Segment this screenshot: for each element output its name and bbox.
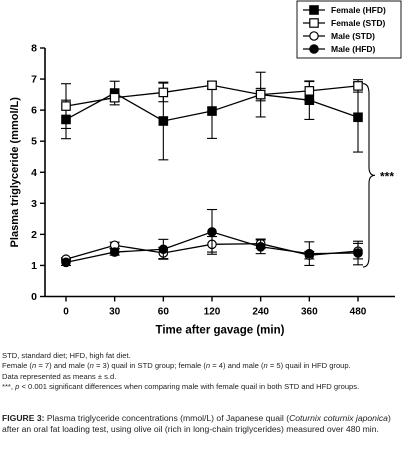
y-axis-title: Plasma triglyceride (mmol/L) bbox=[9, 97, 21, 248]
data-point-female-std bbox=[207, 80, 217, 91]
data-point-female-std bbox=[255, 89, 266, 100]
data-point-female-std bbox=[353, 81, 363, 91]
y-tick-label: 7 bbox=[31, 74, 37, 86]
x-tick-label: 0 bbox=[63, 307, 69, 318]
significance-brace bbox=[362, 83, 376, 268]
y-tick-label: 6 bbox=[31, 105, 37, 117]
significance-label: *** bbox=[380, 169, 394, 183]
legend-marker bbox=[309, 31, 319, 41]
legend-label: Female (STD) bbox=[331, 18, 385, 28]
data-point-male-hfd bbox=[353, 248, 363, 258]
legend-label: Male (STD) bbox=[331, 31, 375, 41]
x-tick-label: 60 bbox=[158, 307, 170, 318]
y-tick-label: 5 bbox=[31, 136, 37, 148]
figure-notes: STD, standard diet; HFD, high fat diet. … bbox=[2, 351, 400, 392]
legend-label: Female (HFD) bbox=[331, 5, 386, 15]
data-point-female-std bbox=[304, 86, 315, 96]
legend-marker bbox=[309, 5, 319, 15]
x-tick-label: 120 bbox=[204, 307, 221, 318]
data-point-male-hfd bbox=[61, 257, 71, 268]
x-axis-title: Time after gavage (min) bbox=[156, 325, 285, 337]
legend-marker bbox=[309, 18, 319, 28]
data-point-male-hfd bbox=[109, 247, 120, 257]
x-tick-label: 240 bbox=[252, 307, 269, 318]
note-significance: ***, p < 0.001 significant differences w… bbox=[2, 381, 360, 391]
note-mean-sd: Data represented as means ± s.d. bbox=[2, 371, 117, 381]
data-point-male-hfd bbox=[255, 242, 266, 252]
data-point-female-std bbox=[158, 87, 169, 98]
y-tick-label: 4 bbox=[31, 167, 37, 179]
note-sample-sizes: Female (n = 7) and male (n = 3) quail in… bbox=[2, 361, 351, 371]
note-abbreviations: STD, standard diet; HFD, high fat diet. bbox=[2, 351, 131, 360]
data-point-male-hfd bbox=[304, 248, 315, 259]
legend-label: Male (HFD) bbox=[331, 44, 376, 54]
data-point-female-hfd bbox=[207, 106, 217, 116]
data-point-female-hfd bbox=[353, 112, 363, 123]
line-chart: 0 1 2 3 4 5 6 7 8 0 30 60 120 240 360 480 Time after gav… bbox=[9, 0, 402, 337]
x-tick-label: 360 bbox=[301, 307, 318, 318]
data-point-female-hfd bbox=[158, 116, 169, 126]
caption-label: FIGURE 3: bbox=[2, 413, 45, 423]
y-tick-label: 3 bbox=[31, 198, 37, 210]
data-point-female-std bbox=[109, 92, 120, 103]
y-tick-label: 1 bbox=[31, 260, 37, 272]
x-tick-label: 30 bbox=[109, 307, 121, 318]
y-tick-label: 2 bbox=[31, 229, 37, 241]
x-tick-label: 480 bbox=[350, 307, 367, 318]
data-point-female-std bbox=[61, 101, 71, 111]
y-tick-label: 8 bbox=[31, 43, 37, 55]
data-point-male-hfd bbox=[207, 227, 217, 237]
figure-caption: FIGURE 3: Plasma triglyceride concentrat… bbox=[2, 413, 391, 435]
data-point-male-hfd bbox=[158, 244, 169, 255]
legend-marker bbox=[309, 44, 319, 54]
y-tick-label: 0 bbox=[31, 291, 37, 303]
